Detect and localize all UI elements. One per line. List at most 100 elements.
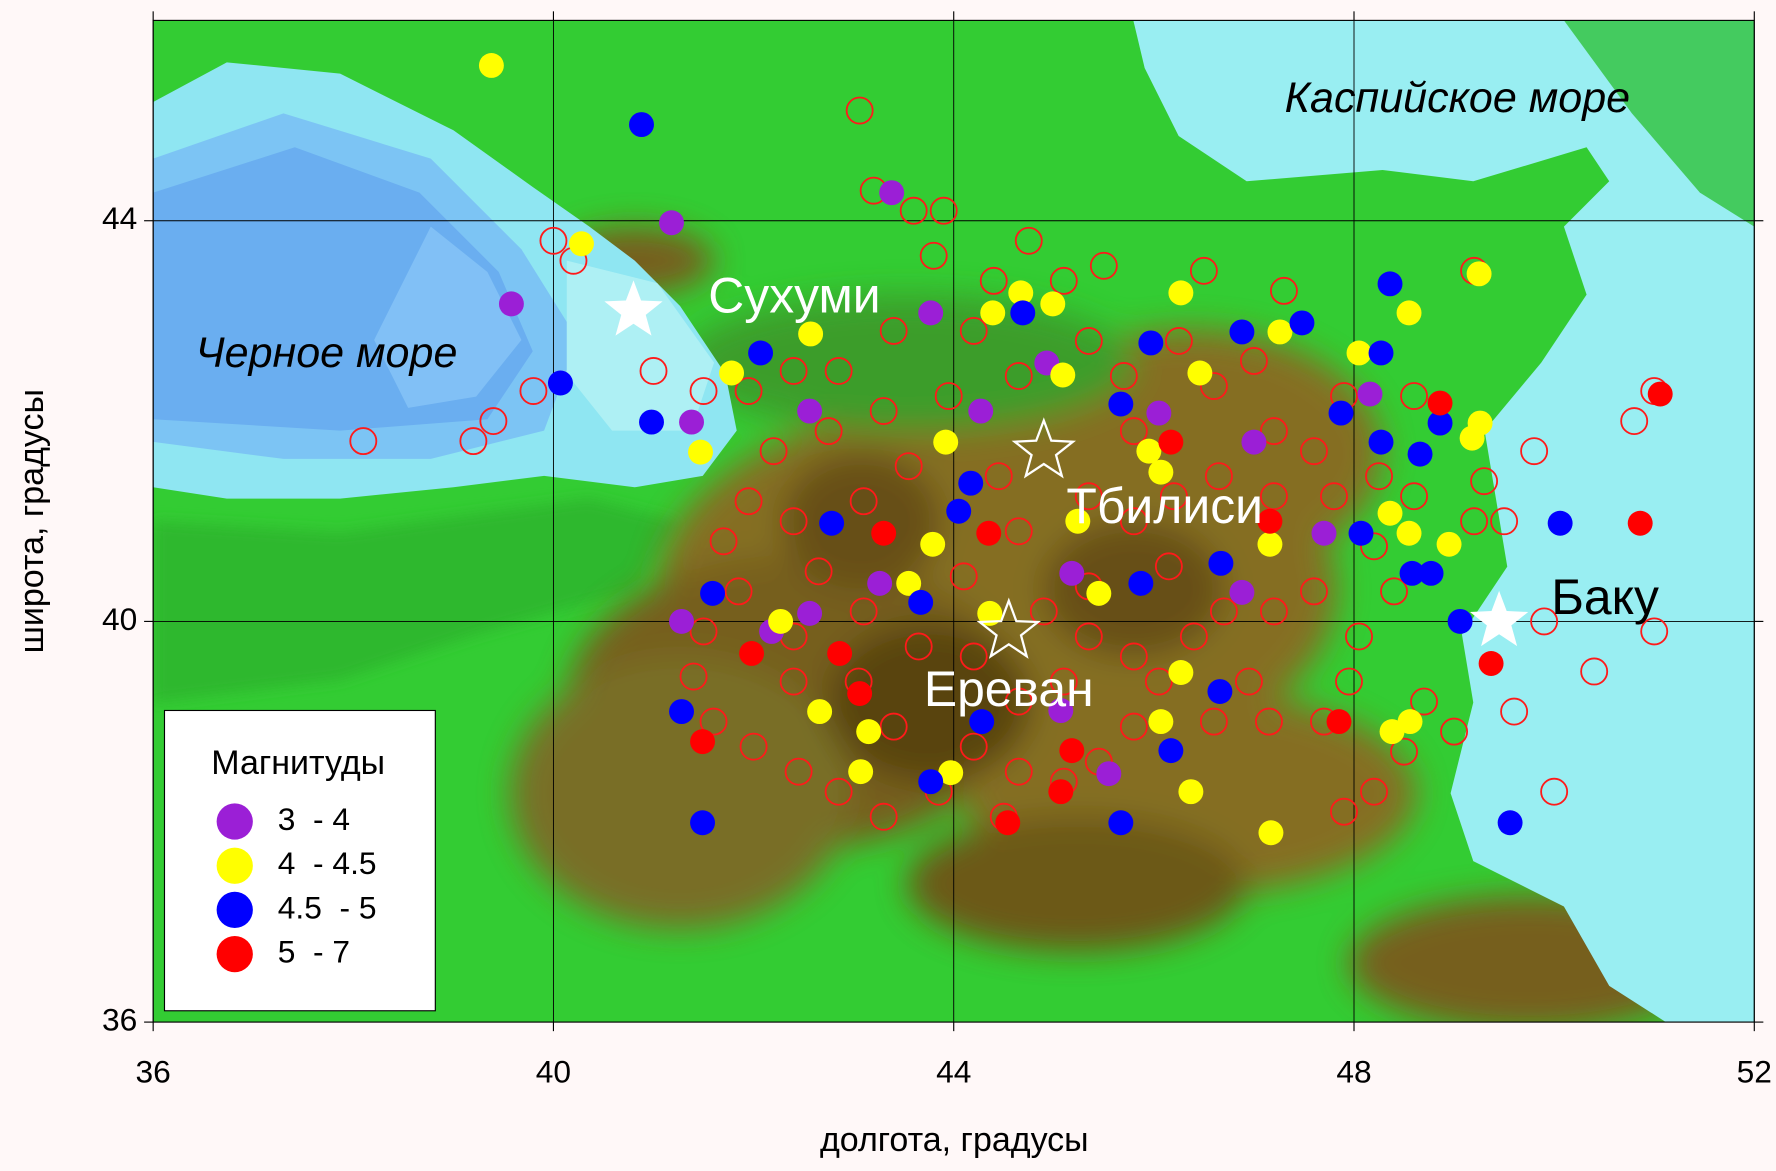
event	[690, 729, 716, 755]
x-tick-label: 44	[936, 1054, 971, 1090]
event	[879, 180, 905, 206]
event	[669, 699, 694, 725]
event-open	[1234, 667, 1263, 696]
event	[1346, 340, 1372, 366]
x-tick-label: 48	[1336, 1054, 1371, 1090]
event	[1399, 560, 1425, 586]
x-tick-label: 36	[136, 1054, 171, 1090]
event-open	[959, 642, 988, 671]
event	[1647, 381, 1673, 407]
event-open	[459, 427, 488, 456]
event	[908, 589, 934, 615]
city-label: Баку	[1551, 569, 1659, 625]
event	[1128, 570, 1154, 596]
event-open	[845, 96, 874, 125]
event-open	[849, 597, 878, 626]
event	[958, 470, 984, 496]
event	[995, 810, 1021, 836]
event-open	[1014, 226, 1043, 255]
event-open	[1179, 622, 1208, 651]
event	[1048, 698, 1074, 724]
x-tick-label: 40	[536, 1054, 571, 1090]
event-open	[929, 196, 958, 225]
event	[748, 340, 774, 366]
event-open	[984, 462, 1013, 491]
event	[1138, 330, 1164, 356]
event	[1136, 438, 1162, 464]
event	[739, 641, 765, 666]
event	[827, 641, 853, 666]
event	[1257, 508, 1283, 534]
legend-marker	[216, 935, 253, 973]
event	[1348, 520, 1374, 546]
event	[1108, 810, 1134, 836]
city-star	[976, 597, 1042, 659]
event	[1168, 280, 1194, 306]
event-open	[1460, 507, 1489, 536]
legend-box	[163, 709, 436, 1012]
legend-label: 3 - 4	[278, 801, 350, 837]
plot-frame	[152, 19, 1755, 1023]
event-open	[824, 777, 853, 806]
event	[1547, 510, 1573, 536]
event-open	[1440, 717, 1469, 746]
event	[1168, 660, 1194, 685]
event	[1427, 390, 1453, 416]
event	[679, 409, 705, 435]
event-open	[709, 527, 738, 556]
event-open	[1360, 777, 1388, 806]
event-open	[699, 707, 728, 736]
event-open	[724, 577, 753, 606]
y-tick-label: 36	[102, 1001, 137, 1037]
event	[856, 719, 882, 745]
event	[920, 531, 946, 557]
event	[976, 520, 1002, 546]
event	[1008, 280, 1034, 306]
city-label: Сухуми	[708, 268, 880, 324]
event-open	[1255, 707, 1283, 736]
city-star	[604, 280, 663, 336]
event	[1229, 319, 1255, 345]
sea-label: Черное море	[196, 329, 458, 377]
event	[1208, 550, 1234, 576]
event-open	[1580, 657, 1609, 686]
event	[1311, 520, 1337, 546]
event	[1050, 362, 1076, 388]
event-open	[1260, 417, 1288, 446]
event	[933, 429, 959, 455]
event	[896, 570, 922, 596]
event	[977, 600, 1003, 626]
event	[797, 398, 823, 424]
event	[1207, 679, 1233, 704]
event-open	[1119, 712, 1148, 741]
event-open	[519, 377, 548, 405]
event-open	[1004, 687, 1033, 716]
event	[1267, 319, 1293, 345]
event	[1065, 508, 1091, 534]
event	[847, 681, 873, 706]
legend-label: 4 - 4.5	[278, 845, 377, 881]
event	[1459, 425, 1485, 451]
grid: 36 40 44 48 52 36 40 44	[102, 11, 1772, 1090]
event	[1158, 429, 1184, 455]
event-open	[1400, 482, 1428, 511]
event-open	[1239, 347, 1268, 375]
event-open	[734, 377, 763, 405]
event	[568, 231, 594, 257]
event-open	[904, 632, 933, 661]
event	[669, 608, 694, 634]
event-open	[679, 662, 708, 691]
event-open	[1400, 382, 1428, 410]
event	[980, 300, 1006, 326]
x-axis-label: долгота, градусы	[820, 1121, 1089, 1159]
city-star	[1011, 417, 1077, 479]
event-open	[1119, 642, 1148, 671]
event	[1257, 531, 1283, 557]
event-open	[804, 557, 833, 586]
event	[1497, 810, 1523, 836]
event-open	[879, 316, 908, 345]
event-open	[1390, 737, 1418, 766]
event-open	[779, 507, 808, 536]
event	[478, 53, 504, 78]
event	[1478, 651, 1504, 676]
